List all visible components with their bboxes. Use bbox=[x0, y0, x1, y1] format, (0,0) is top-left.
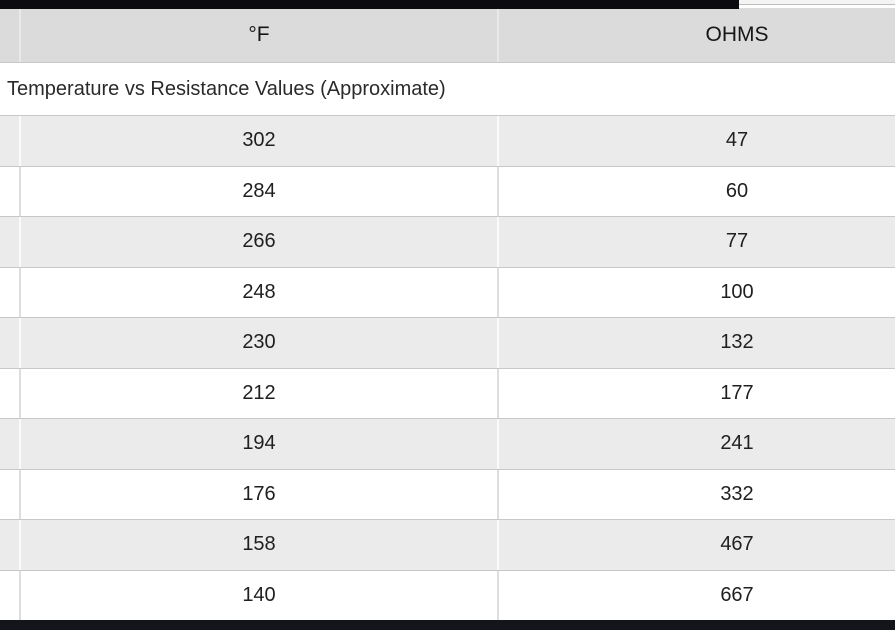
table-row: 266 77 bbox=[0, 216, 895, 267]
row-cell-ohms: 60 bbox=[497, 166, 895, 216]
top-dark-bar bbox=[0, 0, 739, 9]
table-row: 284 60 bbox=[0, 165, 895, 217]
header-label-fahrenheit: °F bbox=[248, 23, 270, 46]
header-cell-fahrenheit[interactable]: °F bbox=[19, 8, 497, 62]
row-cell-fahrenheit: 230 bbox=[19, 318, 497, 368]
row-cell-ohms: 47 bbox=[497, 116, 895, 166]
temperature-resistance-table: °F OHMS Temperature vs Resistance Values… bbox=[0, 8, 895, 620]
table-row: 176 332 bbox=[0, 468, 895, 520]
row-cell-empty bbox=[0, 268, 19, 318]
table-row: 302 47 bbox=[0, 115, 895, 166]
table-row: 212 177 bbox=[0, 367, 895, 419]
row-cell-empty bbox=[0, 520, 19, 570]
row-cell-empty bbox=[0, 419, 19, 469]
row-cell-empty bbox=[0, 369, 19, 419]
table-row: 140 667 bbox=[0, 569, 895, 621]
row-cell-fahrenheit: 158 bbox=[19, 520, 497, 570]
row-cell-fahrenheit: 194 bbox=[19, 419, 497, 469]
bottom-dark-bar bbox=[0, 620, 895, 630]
row-cell-fahrenheit: 302 bbox=[19, 116, 497, 166]
top-scrollbar-track bbox=[739, 0, 895, 5]
row-cell-ohms: 241 bbox=[497, 419, 895, 469]
row-cell-fahrenheit: 248 bbox=[19, 267, 497, 317]
row-cell-ohms: 132 bbox=[497, 318, 895, 368]
row-cell-empty bbox=[0, 167, 19, 217]
table-row: 194 241 bbox=[0, 418, 895, 469]
row-cell-ohms: 332 bbox=[497, 469, 895, 519]
table-header-row: °F OHMS bbox=[0, 8, 895, 62]
row-cell-ohms: 77 bbox=[497, 217, 895, 267]
table-row: 230 132 bbox=[0, 317, 895, 368]
row-cell-fahrenheit: 266 bbox=[19, 217, 497, 267]
row-cell-fahrenheit: 284 bbox=[19, 166, 497, 216]
table-caption-text: Temperature vs Resistance Values (Approx… bbox=[7, 77, 446, 100]
row-cell-empty bbox=[0, 571, 19, 621]
table-row: 158 467 bbox=[0, 519, 895, 570]
table-body: 302 47 284 60 266 77 248 100 230 132 212 177 194 241 1… bbox=[0, 115, 895, 620]
table-row: 248 100 bbox=[0, 266, 895, 318]
row-cell-ohms: 467 bbox=[497, 520, 895, 570]
row-cell-fahrenheit: 212 bbox=[19, 368, 497, 418]
row-cell-empty bbox=[0, 470, 19, 520]
row-cell-ohms: 100 bbox=[497, 267, 895, 317]
row-cell-fahrenheit: 176 bbox=[19, 469, 497, 519]
row-cell-empty bbox=[0, 116, 19, 166]
row-cell-empty bbox=[0, 217, 19, 267]
row-cell-ohms: 177 bbox=[497, 368, 895, 418]
header-label-ohms: OHMS bbox=[705, 23, 769, 46]
row-cell-ohms: 667 bbox=[497, 570, 895, 620]
header-cell-empty bbox=[0, 8, 19, 62]
table-caption: Temperature vs Resistance Values (Approx… bbox=[0, 62, 895, 115]
row-cell-fahrenheit: 140 bbox=[19, 570, 497, 620]
row-cell-empty bbox=[0, 318, 19, 368]
header-cell-ohms[interactable]: OHMS bbox=[497, 8, 895, 62]
